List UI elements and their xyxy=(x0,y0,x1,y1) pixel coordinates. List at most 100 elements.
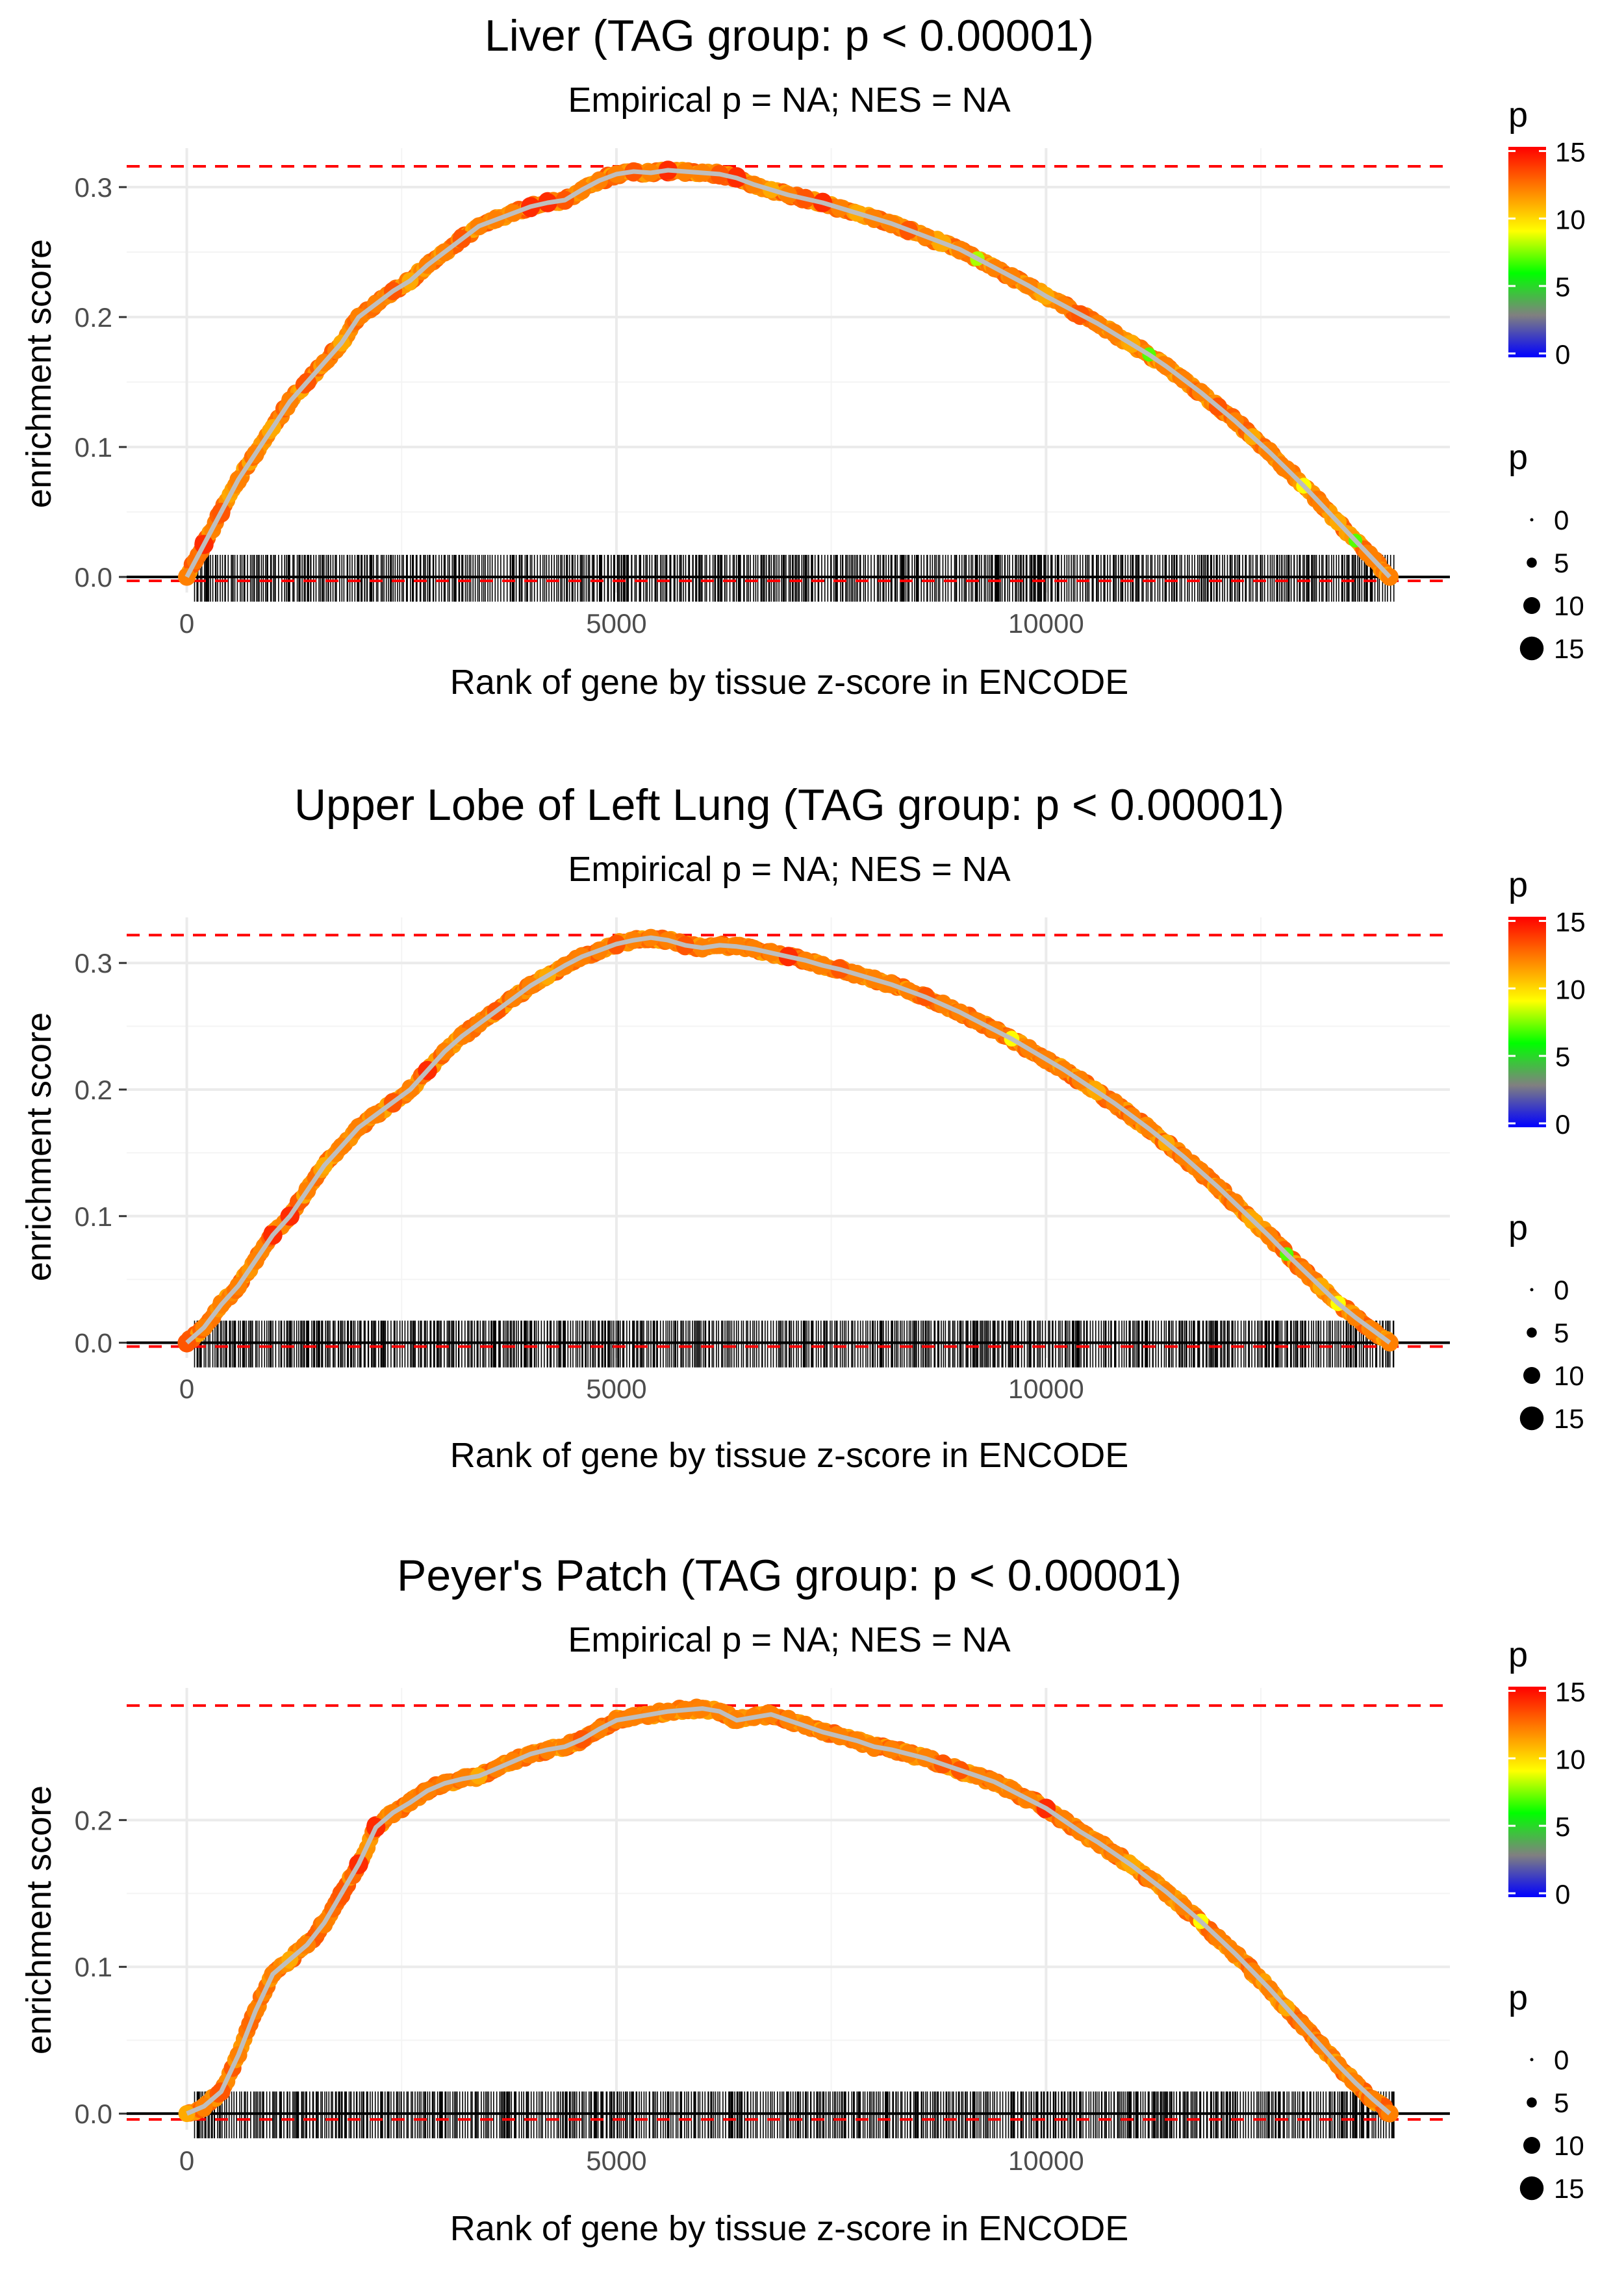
x-tick-label: 5000 xyxy=(586,1373,646,1404)
x-axis-label: Rank of gene by tissue z-score in ENCODE xyxy=(450,2209,1128,2248)
colorbar-tick-label: 10 xyxy=(1555,1744,1586,1774)
y-axis-label: enrichment score xyxy=(19,1012,58,1281)
colorbar-ticks: 15 10 5 0 xyxy=(1508,1676,1586,1910)
size-legend-keys: 0 5 10 15 xyxy=(1519,1275,1584,1434)
enrichment-points xyxy=(178,160,1399,586)
gridlines xyxy=(127,917,1450,1358)
colorbar xyxy=(1508,1687,1546,1897)
x-tick-label: 5000 xyxy=(586,2145,646,2176)
size-legend-label: 10 xyxy=(1554,591,1584,621)
colorbar-tick-label: 0 xyxy=(1555,339,1570,370)
size-legend-dot xyxy=(1527,557,1537,568)
colorbar-tick-label: 10 xyxy=(1555,204,1586,235)
size-legend-keys: 0 5 10 15 xyxy=(1519,505,1584,664)
x-axis-ticks: 0 5000 10000 xyxy=(179,2145,1084,2176)
plot-area xyxy=(127,928,1450,1368)
colorbar-ticks: 15 10 5 0 xyxy=(1508,906,1586,1140)
panel-upper-lobe-left-lung: Upper Lobe of Left Lung (TAG group: p < … xyxy=(19,780,1586,1475)
plot-area xyxy=(127,160,1450,602)
size-legend-label: 0 xyxy=(1554,1275,1569,1305)
panel-title: Liver (TAG group: p < 0.00001) xyxy=(485,11,1094,60)
y-tick-label: 0.0 xyxy=(75,1328,112,1359)
panel-subtitle: Empirical p = NA; NES = NA xyxy=(568,850,1010,889)
colorbar-ticks: 15 10 5 0 xyxy=(1508,136,1586,370)
color-legend: p 15 10 5 0 xyxy=(1508,96,1586,370)
x-axis-ticks: 0 5000 10000 xyxy=(179,1373,1084,1404)
size-legend-label: 0 xyxy=(1554,505,1569,535)
size-legend-dot xyxy=(1519,636,1544,661)
size-legend-label: 10 xyxy=(1554,2130,1584,2161)
colorbar-tick-label: 5 xyxy=(1555,1041,1570,1072)
y-axis-label: enrichment score xyxy=(19,1785,58,2054)
size-legend-label: 0 xyxy=(1554,2045,1569,2075)
size-legend-keys: 0 5 10 15 xyxy=(1519,2045,1584,2204)
size-legend-dot xyxy=(1530,1288,1534,1292)
size-legend-title: p xyxy=(1508,438,1528,477)
colorbar xyxy=(1508,147,1546,357)
size-legend-dot xyxy=(1527,2097,1537,2108)
y-tick-label: 0.1 xyxy=(75,1952,112,1982)
colorbar-tick-label: 0 xyxy=(1555,1879,1570,1910)
size-legend-dot xyxy=(1530,518,1534,522)
size-legend-label: 5 xyxy=(1554,2088,1569,2118)
size-legend-dot xyxy=(1519,2176,1544,2201)
colorbar xyxy=(1508,917,1546,1127)
size-legend-dot xyxy=(1523,2137,1540,2154)
size-legend-dot xyxy=(1527,1327,1537,1338)
running-score-line xyxy=(186,1706,1391,2116)
y-tick-label: 0.3 xyxy=(75,172,112,203)
color-legend: p 15 10 5 0 xyxy=(1508,1635,1586,1910)
x-axis-label: Rank of gene by tissue z-score in ENCODE xyxy=(450,663,1128,702)
size-legend: p 0 5 10 15 xyxy=(1508,438,1584,664)
running-score-line xyxy=(185,935,1391,1345)
colorbar-tick-label: 15 xyxy=(1555,1676,1586,1707)
colorbar-tick-label: 5 xyxy=(1555,1811,1570,1842)
panel-liver: Liver (TAG group: p < 0.00001) Empirical… xyxy=(19,11,1586,702)
size-legend-label: 5 xyxy=(1554,548,1569,578)
x-tick-label: 10000 xyxy=(1008,1373,1084,1404)
y-axis-ticks: 0.0 0.1 0.2 xyxy=(75,1805,127,2129)
size-legend-label: 5 xyxy=(1554,1318,1569,1348)
colorbar-tick-label: 10 xyxy=(1555,974,1586,1004)
size-legend-label: 15 xyxy=(1554,633,1584,664)
panel-subtitle: Empirical p = NA; NES = NA xyxy=(568,81,1010,120)
size-legend-dot xyxy=(1523,597,1540,614)
y-tick-label: 0.0 xyxy=(75,562,112,593)
size-legend-dot xyxy=(1523,1367,1540,1384)
y-axis-ticks: 0.0 0.1 0.2 0.3 xyxy=(75,172,127,593)
x-axis-label: Rank of gene by tissue z-score in ENCODE xyxy=(450,1436,1128,1475)
panel-subtitle: Empirical p = NA; NES = NA xyxy=(568,1620,1010,1659)
size-legend: p 0 5 10 15 xyxy=(1508,1208,1584,1434)
x-tick-label: 0 xyxy=(179,608,194,639)
y-tick-label: 0.0 xyxy=(75,2099,112,2129)
x-tick-label: 10000 xyxy=(1008,608,1084,639)
panel-title: Upper Lobe of Left Lung (TAG group: p < … xyxy=(294,780,1284,830)
size-legend-label: 15 xyxy=(1554,2173,1584,2204)
colorbar-tick-label: 15 xyxy=(1555,136,1586,167)
size-legend-title: p xyxy=(1508,1208,1528,1247)
size-legend-dot xyxy=(1519,1406,1544,1431)
running-score-line xyxy=(184,168,1391,579)
panel-title: Peyer's Patch (TAG group: p < 0.00001) xyxy=(397,1551,1182,1600)
colorbar-tick-label: 15 xyxy=(1555,906,1586,937)
x-axis-ticks: 0 5000 10000 xyxy=(179,608,1084,639)
size-legend: p 0 5 10 15 xyxy=(1508,1978,1584,2204)
color-legend-title: p xyxy=(1508,1635,1528,1674)
color-legend: p 15 10 5 0 xyxy=(1508,865,1586,1140)
y-tick-label: 0.2 xyxy=(75,1805,112,1835)
color-legend-title: p xyxy=(1508,865,1528,904)
x-tick-label: 0 xyxy=(179,2145,194,2176)
y-axis-ticks: 0.0 0.1 0.2 0.3 xyxy=(75,948,127,1359)
x-tick-label: 10000 xyxy=(1008,2145,1084,2176)
y-tick-label: 0.1 xyxy=(75,1201,112,1232)
enrichment-points xyxy=(178,1698,1399,2123)
size-legend-dot xyxy=(1530,2058,1534,2062)
panel-peyers-patch: Peyer's Patch (TAG group: p < 0.00001) E… xyxy=(19,1551,1586,2248)
y-tick-label: 0.1 xyxy=(75,432,112,463)
x-tick-label: 5000 xyxy=(586,608,646,639)
plot-area xyxy=(127,1698,1450,2139)
size-legend-label: 10 xyxy=(1554,1361,1584,1391)
x-tick-label: 0 xyxy=(179,1373,194,1404)
y-axis-label: enrichment score xyxy=(19,239,58,508)
